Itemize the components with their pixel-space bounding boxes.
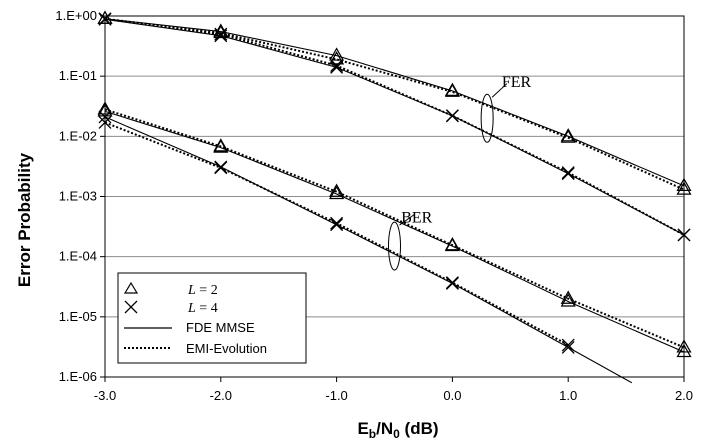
cross-stroke [561, 340, 575, 354]
cross-marker [561, 166, 575, 180]
series-line-ber-l2-solid [104, 110, 685, 353]
cross-stroke [330, 59, 344, 73]
y-tick-label: 1.E-03 [59, 189, 97, 204]
x-axis-label: Eb/N0 (dB) [357, 419, 438, 441]
ber-leader-line [399, 214, 415, 226]
triangle-marker [444, 83, 460, 97]
cross-marker [561, 338, 575, 352]
x-tick-label: -2.0 [210, 388, 232, 403]
cross-marker [561, 167, 575, 181]
cross-marker [330, 60, 344, 74]
cross-stroke [561, 166, 575, 180]
x-tick-label: 0.0 [443, 388, 461, 403]
triangle-marker [444, 236, 460, 251]
triangle-marker [560, 128, 576, 142]
cross-stroke [561, 338, 575, 352]
y-tick-label: 1.E-02 [59, 128, 97, 143]
triangle-marker [213, 138, 229, 152]
cross-stroke [445, 109, 459, 123]
fer-label: FER [502, 74, 532, 91]
series-line-fer-l2-solid [104, 18, 685, 187]
y-tick-label: 1.E-06 [59, 369, 97, 384]
triangle-marker [560, 293, 576, 307]
triangle-marker [329, 51, 345, 65]
ber-label: BER [401, 209, 432, 226]
legend-cross-marker [124, 300, 138, 314]
cross-marker [330, 218, 344, 232]
triangle-marker [329, 47, 345, 61]
triangle-marker [329, 185, 345, 200]
y-tick-label: 1.E-05 [59, 309, 97, 324]
legend: L = 2 L = 4 FDE MMSE EMI-Evolution [117, 272, 307, 364]
series-line-ber-l2-dotted [104, 108, 685, 349]
x-tick-label: -1.0 [325, 388, 347, 403]
y-tick-label: 1.E-04 [59, 249, 97, 264]
triangle-marker [560, 290, 576, 304]
x-tick-label: 1.0 [559, 388, 577, 403]
y-axis-label: Error Probability [15, 152, 34, 287]
legend-label-l2: L = 2 [187, 283, 218, 298]
cross-stroke [214, 161, 228, 175]
fer-leader-line [491, 83, 508, 98]
series-line-fer-l2-dotted [104, 17, 685, 191]
cross-stroke [445, 276, 459, 290]
cross-marker [214, 27, 228, 41]
x-tick-label: -3.0 [94, 388, 116, 403]
legend-label-l4: L = 4 [187, 301, 218, 316]
cross-stroke [214, 27, 228, 41]
cross-stroke [330, 60, 344, 74]
series-line-fer-l4-solid [104, 18, 685, 236]
ber-ellipse [388, 221, 401, 271]
triangle-marker [560, 129, 576, 143]
legend-label-emi-evolution: EMI-Evolution [186, 341, 267, 356]
legend-label-fde-mmse: FDE MMSE [186, 320, 255, 335]
cross-stroke [330, 216, 344, 230]
plot-frame [104, 15, 685, 378]
cross-marker [330, 59, 344, 73]
cross-marker [445, 276, 459, 290]
cross-marker [445, 109, 459, 123]
cross-marker [330, 216, 344, 230]
cross-marker [214, 29, 228, 43]
x-tick-label: 2.0 [675, 388, 693, 403]
annotations: FER BER [388, 74, 532, 271]
cross-stroke [330, 218, 344, 232]
y-tick-label: 1.E+00 [55, 8, 97, 23]
fer-ellipse [480, 93, 494, 143]
cross-marker [214, 161, 228, 175]
cross-marker [561, 340, 575, 354]
legend-triangle-marker [123, 281, 139, 294]
cross-stroke [561, 167, 575, 181]
data-markers [97, 10, 692, 358]
y-tick-label: 1.E-01 [59, 68, 97, 83]
triangle-marker [329, 183, 345, 197]
series-line-fer-l4-dotted [104, 17, 685, 236]
tick-labels: 1.E-06 1.E-05 1.E-04 1.E-03 1.E-02 1.E-01 1.E+… [55, 8, 693, 403]
cross-stroke [214, 29, 228, 43]
axes [100, 15, 685, 382]
